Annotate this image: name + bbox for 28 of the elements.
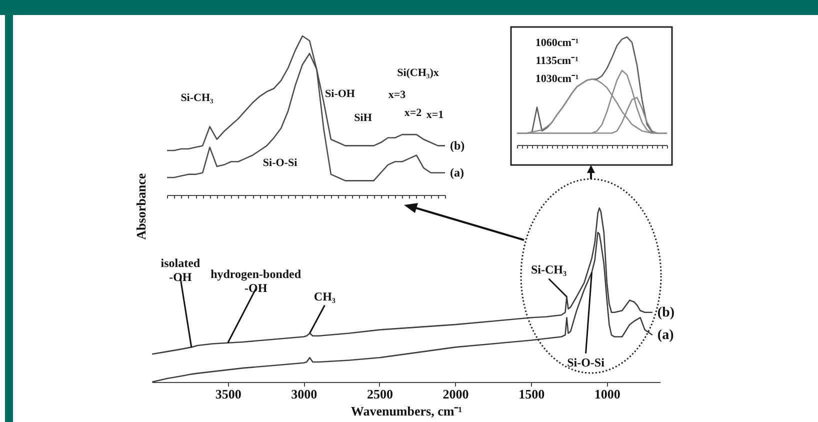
y-axis-title: Absorbance xyxy=(134,173,148,240)
x-tick-label: 2500 xyxy=(366,386,393,402)
annotation: 1060cm⁻¹ xyxy=(535,37,579,49)
annotation: SiH xyxy=(354,112,372,124)
x-tick-label: 1500 xyxy=(518,386,545,402)
x-tick-label: 1000 xyxy=(594,386,620,402)
annotation: CH₃ xyxy=(314,289,336,304)
series-label: (a) xyxy=(657,328,674,344)
annotation: Si-CH₃ xyxy=(530,262,567,277)
x-tick-label: 2000 xyxy=(442,386,469,402)
annotation: Si-CH₃ xyxy=(180,92,214,104)
annotation: Si-OH xyxy=(325,88,356,100)
annotation: Si(CH₃)x xyxy=(397,67,440,79)
annotation: Si-O-Si xyxy=(262,157,298,169)
x-tick-label: 3500 xyxy=(215,386,242,402)
series-label: (b) xyxy=(450,138,465,153)
series-label: (b) xyxy=(657,305,675,320)
x-tick-label: 3000 xyxy=(291,386,318,402)
series-label: (a) xyxy=(450,166,464,180)
x-axis-title: Wavenumbers, cm⁻¹ xyxy=(350,404,462,418)
annotation: 1135cm⁻¹ xyxy=(536,55,578,67)
annotation: Si-O-Si xyxy=(567,355,606,370)
annotation: x=2 xyxy=(404,107,422,119)
annotation: 1030cm⁻¹ xyxy=(535,73,579,85)
annotation: isolated -OH xyxy=(160,256,200,284)
annotation: hydrogen-bonded -OH xyxy=(210,266,302,295)
annotation: x=1 xyxy=(426,109,444,121)
annotation: x=3 xyxy=(388,89,406,101)
